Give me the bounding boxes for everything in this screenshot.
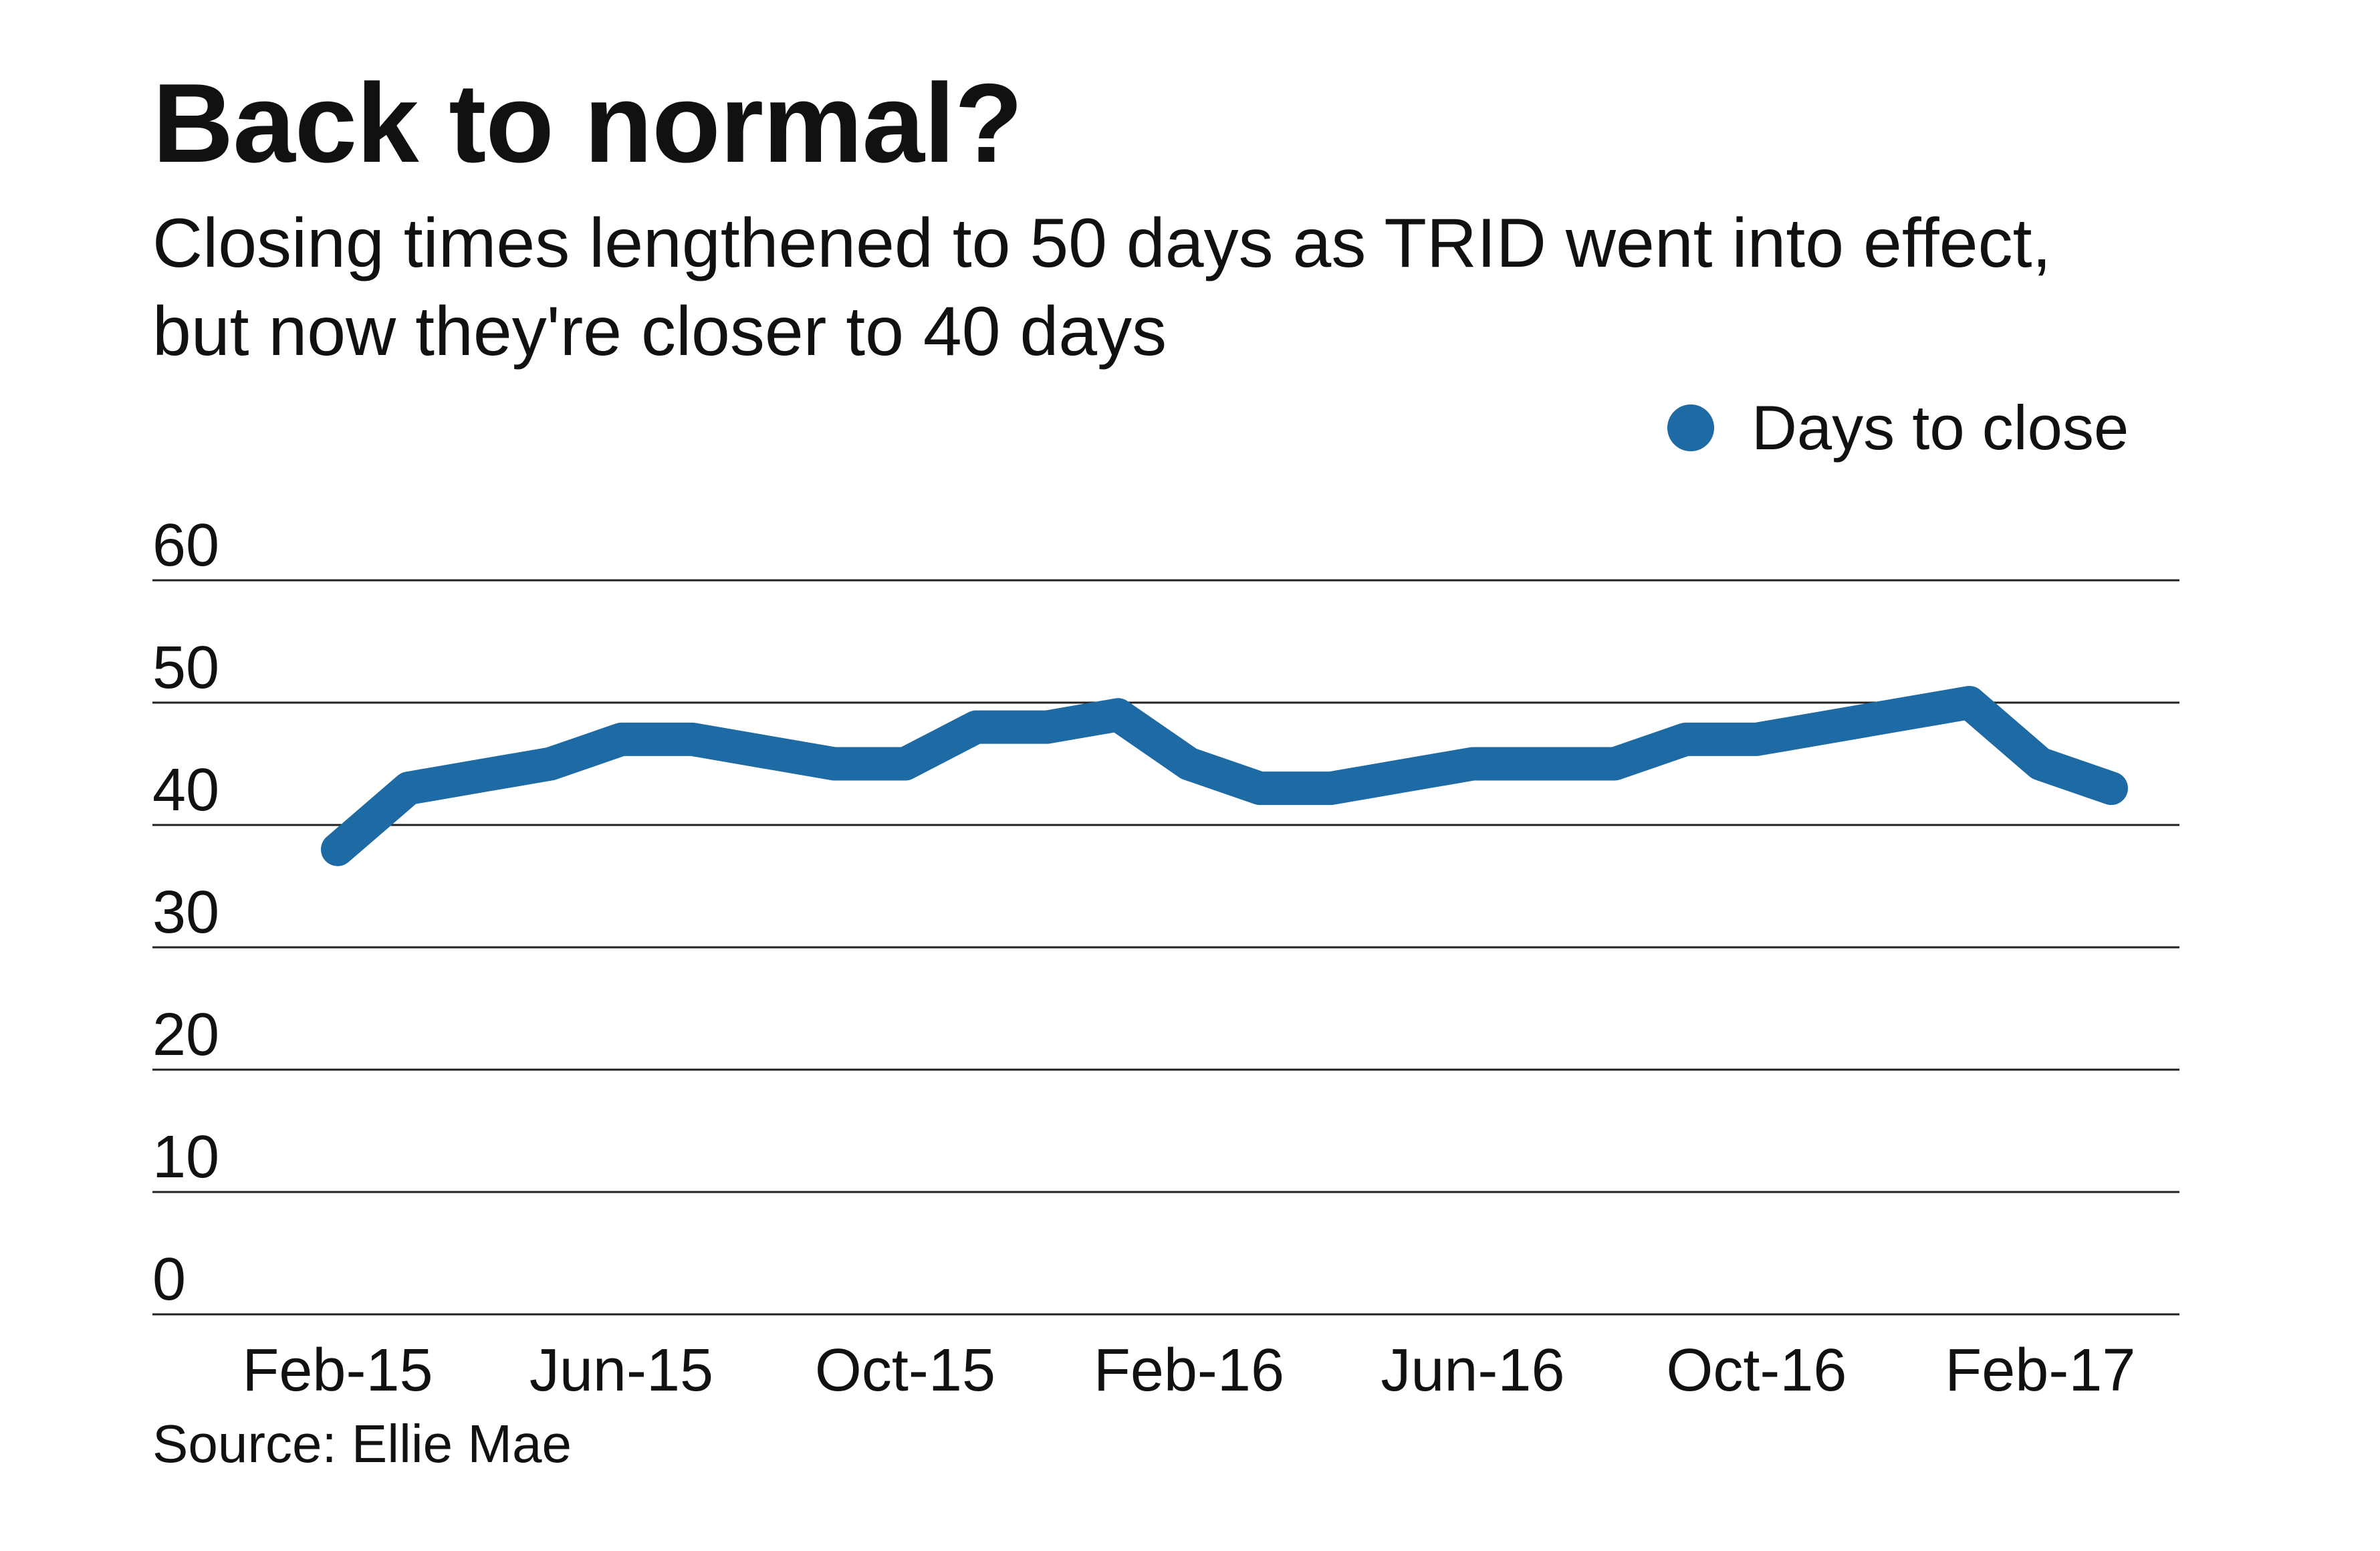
gridlines [152,579,2179,1316]
legend: Days to close [1667,384,2129,471]
x-tick-label: Jun-15 [529,1337,713,1404]
chart-title: Back to normal? [152,60,1023,186]
y-tick-label: 30 [152,879,219,946]
y-tick-label: 10 [152,1124,219,1191]
legend-label: Days to close [1752,392,2129,463]
series-line-days-to-close [321,686,2128,866]
y-tick-label: 60 [152,512,219,579]
y-tick-label: 0 [152,1246,186,1313]
x-tick-labels: Feb-15 Jun-15 Oct-15 Feb-16 Jun-16 Oct-16 Feb-… [242,1337,2135,1404]
x-tick-label: Feb-15 [242,1337,433,1404]
x-tick-label: Oct-16 [1666,1337,1847,1404]
x-tick-label: Jun-16 [1381,1337,1564,1404]
x-tick-label: Oct-15 [815,1337,995,1404]
y-tick-label: 20 [152,1001,219,1068]
x-tick-label: Feb-16 [1094,1337,1284,1404]
y-tick-labels: 0 10 20 30 40 50 60 [152,512,219,1313]
x-tick-label: Feb-17 [1945,1337,2135,1404]
y-tick-label: 40 [152,757,219,824]
y-tick-label: 50 [152,634,219,701]
series-lines [321,686,2128,866]
legend-marker [1667,404,1714,451]
source-note: Source: Ellie Mae [152,1414,572,1473]
chart-subtitle: Closing times lengthened to 50 days as T… [152,205,2052,370]
